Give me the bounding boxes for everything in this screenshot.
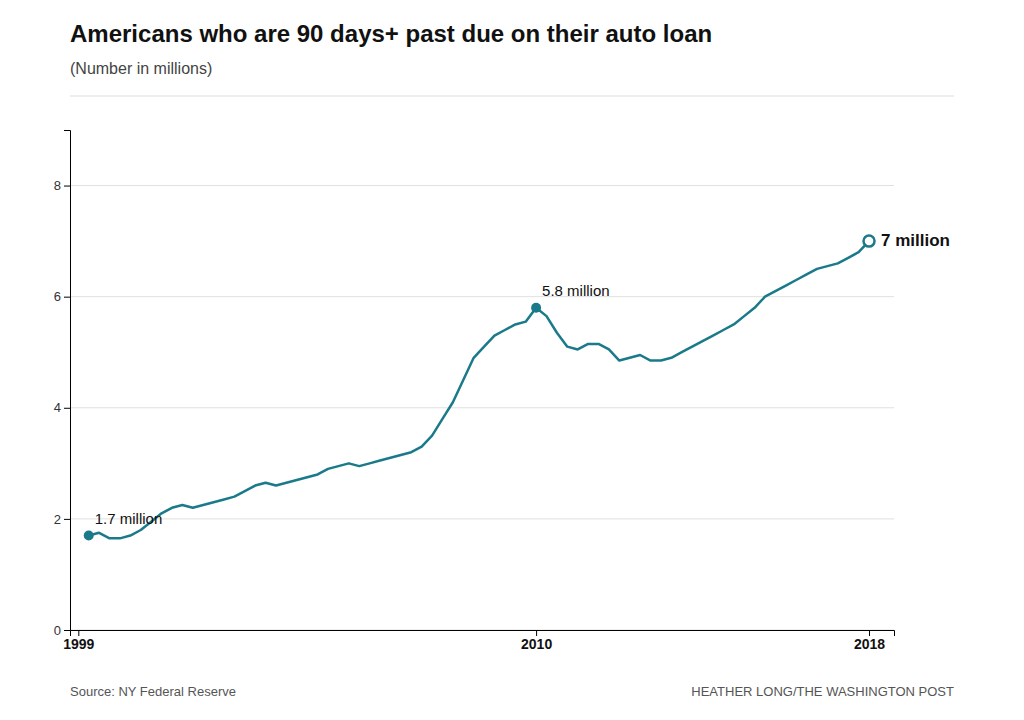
source: Source: NY Federal Reserve	[70, 684, 236, 699]
x-tick-label: 1999	[63, 636, 94, 652]
separator	[70, 96, 954, 97]
grid-line	[70, 296, 894, 297]
y-tick: 4	[54, 400, 70, 415]
y-axis: 0 2 4 6 8	[54, 131, 71, 638]
grid-line	[70, 407, 894, 408]
grid-line	[70, 185, 894, 186]
y-tick-mark	[64, 630, 70, 631]
y-tick: 8	[54, 178, 70, 193]
y-tick-mark	[64, 519, 70, 520]
y-tick-label: 2	[54, 512, 61, 527]
x-tick: 2018	[854, 630, 885, 652]
annotations: 1.7 million 5.8 million 7 million	[95, 231, 950, 527]
plot: 1999 2010 2018 0 2 4 6 8 1.7 million 5.8 million 7…	[54, 131, 950, 652]
marks	[84, 236, 875, 541]
y-tick-label: 8	[54, 178, 61, 193]
annotation: 1.7 million	[95, 510, 163, 527]
annotation: 7 million	[881, 231, 950, 250]
y-tick-mark	[64, 297, 70, 298]
x-axis-line	[71, 631, 895, 637]
y-tick: 2	[54, 512, 70, 527]
y-tick-label: 0	[54, 623, 61, 638]
title: Americans who are 90 days+ past due on t…	[70, 20, 712, 47]
y-tick-label: 4	[54, 400, 61, 415]
grid	[70, 186, 894, 630]
annotation: 5.8 million	[542, 282, 610, 299]
marker	[84, 531, 94, 541]
x-tick-label: 2018	[854, 636, 885, 652]
marker	[531, 303, 541, 313]
y-tick-mark	[64, 186, 70, 187]
credit: HEATHER LONG/THE WASHINGTON POST	[691, 684, 954, 699]
grid-line	[70, 518, 894, 519]
y-tick-mark	[64, 408, 70, 409]
y-tick: 0	[54, 623, 70, 638]
chart: Americans who are 90 days+ past due on t…	[0, 0, 1024, 720]
marker	[864, 236, 875, 247]
y-tick-label: 6	[54, 289, 61, 304]
x-tick: 1999	[63, 630, 94, 652]
y-tick: 6	[54, 289, 70, 304]
y-axis-line	[64, 131, 71, 631]
x-axis: 1999 2010 2018	[63, 630, 894, 652]
line	[89, 241, 869, 538]
x-tick-label: 2010	[521, 636, 552, 652]
subtitle: (Number in millions)	[70, 60, 212, 77]
x-tick: 2010	[521, 630, 552, 652]
